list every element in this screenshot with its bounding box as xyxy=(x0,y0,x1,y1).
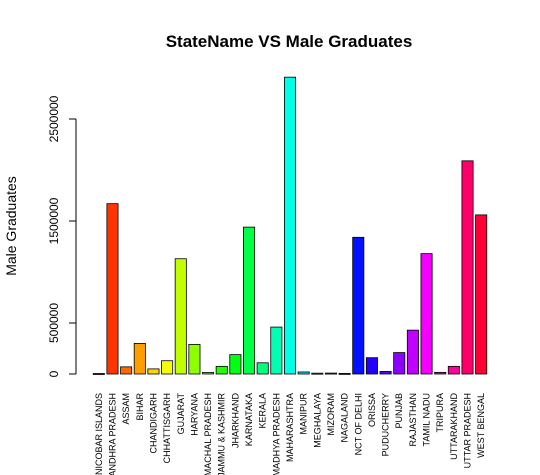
bar xyxy=(297,371,310,375)
x-tick-label: ORISSA xyxy=(367,393,377,427)
bar xyxy=(420,253,433,375)
bar xyxy=(352,236,365,375)
y-tick-label: 1500000 xyxy=(47,197,61,244)
x-tick-label: NCT OF DELHI xyxy=(353,393,363,455)
bar xyxy=(475,214,488,375)
bar xyxy=(256,362,269,375)
x-tick-label: JAMMU & KASHMIR xyxy=(217,393,227,475)
x-tick-label: RAJASTHAN xyxy=(408,393,418,447)
bar xyxy=(283,76,296,375)
bar xyxy=(215,365,228,375)
bar xyxy=(270,326,283,375)
x-tick-label: MAHARASHTRA xyxy=(285,393,295,462)
x-tick-label: NAGALAND xyxy=(340,393,350,443)
bar xyxy=(393,352,406,375)
bar xyxy=(174,258,187,375)
bar xyxy=(133,342,146,375)
bar xyxy=(365,357,378,375)
y-tick-label: 2500000 xyxy=(47,95,61,142)
bar xyxy=(120,366,133,375)
bar xyxy=(311,372,324,375)
bar xyxy=(229,354,242,375)
x-tick-label: ANDHRA PRADESH xyxy=(107,393,117,475)
x-tick-label: ASSAM xyxy=(121,393,131,425)
bar xyxy=(161,360,174,375)
x-tick-label: KERALA xyxy=(258,393,268,429)
x-tick-label: MANIPUR xyxy=(299,393,309,435)
x-tick-label: BIHAR xyxy=(135,393,145,421)
x-tick-label: TRIPURA xyxy=(435,393,445,433)
x-tick-label: PUNJAB xyxy=(394,393,404,429)
bar xyxy=(406,329,419,375)
x-tick-label: MADHYA PRADESH xyxy=(271,393,281,475)
bar xyxy=(447,365,460,375)
x-tick-label: CHANDIGARH xyxy=(148,393,158,454)
bar xyxy=(243,226,256,375)
y-tick-label: 0 xyxy=(47,370,61,377)
x-tick-label: WEST BENGAL xyxy=(476,393,486,458)
x-axis-labels: ANDAMAN & NICOBAR ISLANDS ANDHRA PRADESH A… xyxy=(94,393,486,475)
x-tick-label: KARNATAKA xyxy=(244,393,254,446)
x-tick-label: HARYANA xyxy=(189,393,199,436)
bar xyxy=(188,344,201,375)
bar xyxy=(202,372,215,375)
x-tick-label: JHARKHAND xyxy=(230,393,240,449)
bar xyxy=(324,372,337,375)
bar xyxy=(92,373,105,375)
chart-title: StateName VS Male Graduates xyxy=(166,32,413,51)
x-tick-label: PUDUCHERRY xyxy=(381,393,391,456)
bar xyxy=(434,371,447,375)
x-tick-label: CHHATTISGARH xyxy=(162,393,172,463)
bar-series xyxy=(92,76,488,375)
bar xyxy=(461,160,474,375)
x-tick-label: ANDAMAN & NICOBAR ISLANDS xyxy=(94,393,104,475)
bar xyxy=(338,372,351,375)
bar xyxy=(106,203,119,375)
x-tick-label: MIZORAM xyxy=(326,393,336,436)
x-tick-label: TAMIL NADU xyxy=(422,393,432,447)
y-tick-label: 500000 xyxy=(47,303,61,343)
y-axis: 0 500000 1500000 2500000 xyxy=(47,95,77,377)
x-tick-label: HIMACHAL PRADESH xyxy=(203,393,213,475)
y-axis-label: Male Graduates xyxy=(3,176,19,276)
x-tick-label: UTTAR PRADESH xyxy=(463,393,473,468)
x-tick-label: MEGHALAYA xyxy=(312,393,322,448)
bar xyxy=(147,368,160,375)
bar xyxy=(379,371,392,375)
x-tick-label: UTTARAKHAND xyxy=(449,393,459,460)
x-tick-label: GUJARAT xyxy=(176,393,186,435)
